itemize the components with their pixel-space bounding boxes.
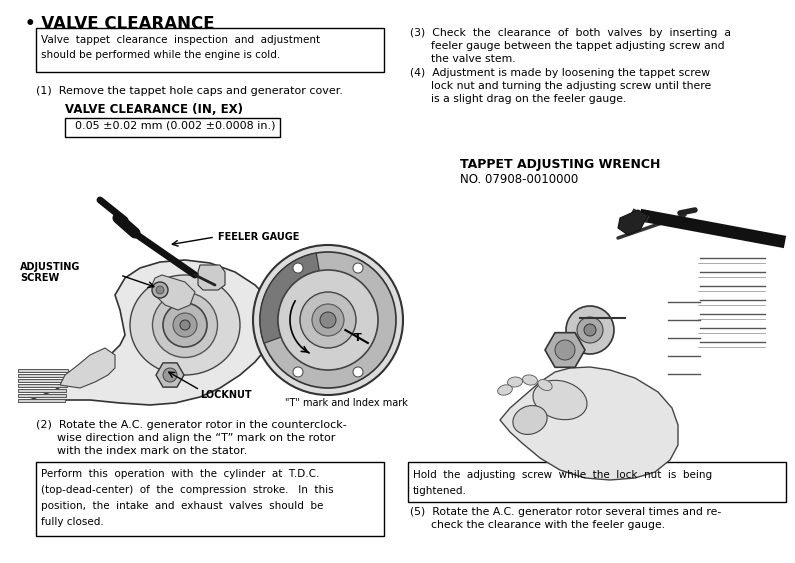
Ellipse shape — [538, 379, 552, 391]
Text: Hold  the  adjusting  screw  while  the  lock  nut  is  being: Hold the adjusting screw while the lock … — [413, 470, 712, 480]
Text: NO. 07908-0010000: NO. 07908-0010000 — [460, 173, 578, 186]
Text: tightened.: tightened. — [413, 486, 467, 496]
Ellipse shape — [522, 375, 537, 385]
Ellipse shape — [533, 381, 587, 419]
Text: • VALVE CLEARANCE: • VALVE CLEARANCE — [25, 15, 215, 33]
Circle shape — [300, 292, 356, 348]
Text: position,  the  intake  and  exhaust  valves  should  be: position, the intake and exhaust valves … — [41, 501, 324, 511]
Bar — [65, 118, 280, 137]
Text: should be performed while the engine is cold.: should be performed while the engine is … — [41, 50, 281, 60]
Bar — [18, 384, 67, 387]
Bar — [408, 462, 786, 502]
Ellipse shape — [498, 385, 512, 395]
Text: feeler gauge between the tappet adjusting screw and: feeler gauge between the tappet adjustin… — [410, 41, 724, 51]
Circle shape — [320, 312, 336, 328]
Text: is a slight drag on the feeler gauge.: is a slight drag on the feeler gauge. — [410, 94, 626, 104]
Bar — [36, 28, 384, 72]
Text: TAPPET ADJUSTING WRENCH: TAPPET ADJUSTING WRENCH — [460, 158, 661, 171]
Text: check the clearance with the feeler gauge.: check the clearance with the feeler gaug… — [410, 520, 665, 530]
Circle shape — [278, 270, 378, 370]
Text: (top-dead-center)  of  the  compression  stroke.   In  this: (top-dead-center) of the compression str… — [41, 485, 334, 495]
Bar — [18, 379, 67, 382]
Circle shape — [173, 313, 197, 337]
Circle shape — [260, 252, 396, 388]
Text: LOCKNUT: LOCKNUT — [200, 390, 252, 400]
Ellipse shape — [130, 275, 240, 375]
Circle shape — [163, 303, 207, 347]
Text: (4)  Adjustment is made by loosening the tappet screw: (4) Adjustment is made by loosening the … — [410, 68, 710, 78]
Polygon shape — [30, 260, 278, 405]
Circle shape — [293, 367, 303, 377]
Circle shape — [156, 286, 164, 294]
Circle shape — [163, 368, 177, 382]
Text: (3)  Check  the  clearance  of  both  valves  by  inserting  a: (3) Check the clearance of both valves b… — [410, 28, 731, 38]
Circle shape — [353, 367, 363, 377]
Circle shape — [584, 324, 596, 336]
Text: SCREW: SCREW — [20, 273, 60, 283]
Wedge shape — [260, 253, 320, 343]
Circle shape — [555, 340, 575, 360]
Bar — [18, 374, 68, 377]
Text: 0.05 ±0.02 mm (0.002 ±0.0008 in.): 0.05 ±0.02 mm (0.002 ±0.0008 in.) — [68, 121, 276, 131]
Ellipse shape — [507, 377, 522, 387]
Text: Valve  tappet  clearance  inspection  and  adjustment: Valve tappet clearance inspection and ad… — [41, 35, 320, 45]
Text: "T" mark and Index mark: "T" mark and Index mark — [285, 398, 408, 408]
Circle shape — [180, 320, 190, 330]
Text: with the index mark on the stator.: with the index mark on the stator. — [36, 446, 247, 456]
Circle shape — [152, 282, 168, 298]
Text: (1)  Remove the tappet hole caps and generator cover.: (1) Remove the tappet hole caps and gene… — [36, 86, 343, 96]
Polygon shape — [60, 348, 115, 388]
Bar — [18, 394, 65, 397]
Text: FEELER GAUGE: FEELER GAUGE — [218, 232, 300, 242]
Bar — [18, 399, 65, 402]
Polygon shape — [500, 367, 678, 480]
Text: fully closed.: fully closed. — [41, 517, 104, 527]
Text: (5)  Rotate the A.C. generator rotor several times and re-: (5) Rotate the A.C. generator rotor seve… — [410, 507, 721, 517]
Polygon shape — [152, 275, 195, 310]
Text: wise direction and align the “T” mark on the rotor: wise direction and align the “T” mark on… — [36, 433, 335, 443]
Text: (2)  Rotate the A.C. generator rotor in the counterclock-: (2) Rotate the A.C. generator rotor in t… — [36, 420, 347, 430]
Circle shape — [566, 306, 614, 354]
Circle shape — [577, 317, 603, 343]
Circle shape — [253, 245, 403, 395]
Polygon shape — [618, 210, 648, 235]
Text: the valve stem.: the valve stem. — [410, 54, 516, 64]
Text: VALVE CLEARANCE (IN, EX): VALVE CLEARANCE (IN, EX) — [65, 103, 243, 116]
Ellipse shape — [153, 293, 218, 358]
Circle shape — [312, 304, 344, 336]
Circle shape — [353, 263, 363, 273]
Text: Perform  this  operation  with  the  cylinder  at  T.D.C.: Perform this operation with the cylinder… — [41, 469, 320, 479]
Circle shape — [293, 263, 303, 273]
Bar — [36, 462, 384, 536]
Text: lock nut and turning the adjusting screw until there: lock nut and turning the adjusting screw… — [410, 81, 712, 91]
Text: ADJUSTING: ADJUSTING — [20, 262, 80, 272]
Polygon shape — [198, 265, 225, 290]
Ellipse shape — [513, 405, 547, 435]
Bar — [18, 389, 66, 392]
Bar — [18, 369, 68, 372]
Text: T: T — [354, 333, 362, 343]
